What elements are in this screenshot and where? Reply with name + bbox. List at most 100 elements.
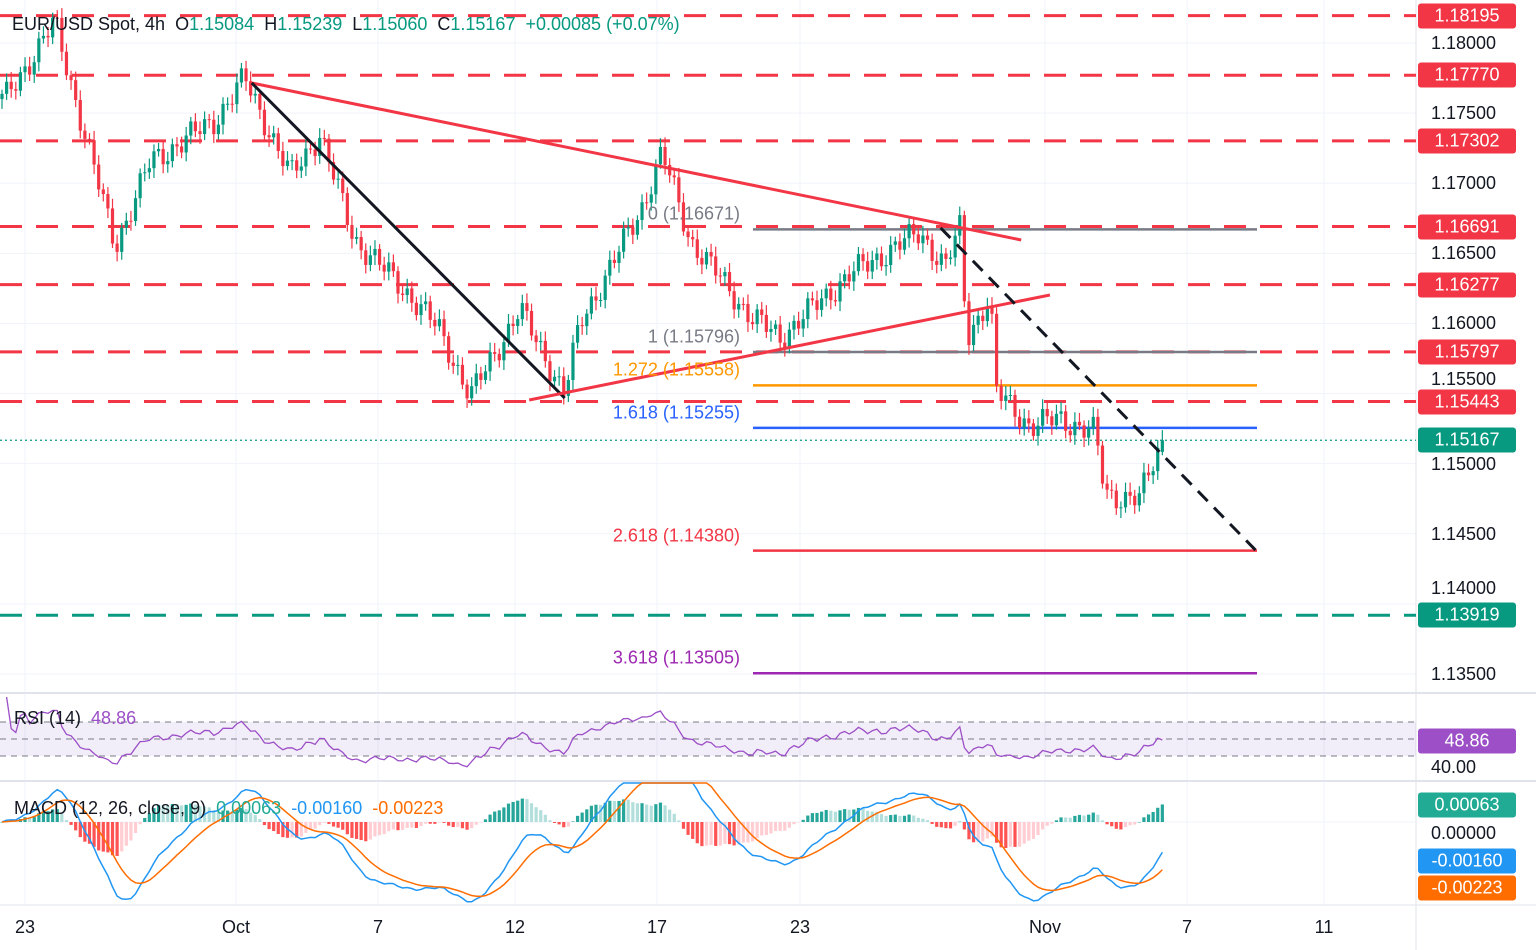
candle <box>760 301 764 324</box>
candle-body <box>64 51 69 76</box>
candle <box>405 278 409 304</box>
macd-histogram-bar <box>580 812 584 822</box>
macd-histogram-bar <box>741 822 745 843</box>
candle-body <box>161 149 165 165</box>
candle-body <box>529 310 534 336</box>
candle-body <box>852 271 856 282</box>
macd-histogram-bar <box>354 822 359 839</box>
macd-histogram-bar <box>502 807 506 822</box>
candle-body <box>28 66 32 75</box>
candle <box>272 125 276 145</box>
candle-body <box>1045 409 1049 417</box>
macd-histogram-bar <box>198 806 202 822</box>
candle-body <box>479 373 483 380</box>
macd-histogram-bar <box>189 803 193 822</box>
candle <box>1142 462 1146 504</box>
candle <box>354 227 359 245</box>
candle-body <box>46 35 50 38</box>
candle <box>14 81 18 100</box>
candle <box>769 320 773 342</box>
macd-histogram-bar <box>792 822 796 825</box>
price-axis-label: 1.18000 <box>1431 33 1497 53</box>
candle <box>870 250 874 279</box>
candle-body <box>189 121 193 136</box>
candle <box>990 297 994 324</box>
candle <box>1110 479 1114 499</box>
macd-histogram-bar <box>226 810 230 822</box>
macd-histogram-bar <box>695 822 699 844</box>
macd-histogram-bar <box>1091 812 1095 822</box>
candle-body <box>994 313 999 386</box>
candle <box>1137 486 1141 512</box>
candle-body <box>400 293 405 295</box>
macd-histogram-bar <box>419 822 423 827</box>
candle <box>529 303 534 341</box>
macd-histogram-bar <box>460 822 465 829</box>
candle <box>364 243 368 274</box>
time-axis-label: 12 <box>504 917 526 937</box>
macd-histogram-bar <box>1146 814 1151 822</box>
macd-axis-label: 0.00000 <box>1431 823 1497 843</box>
candle <box>612 250 617 269</box>
candle-body <box>1119 507 1123 509</box>
candle-body <box>437 319 442 327</box>
macd-histogram-bar <box>161 805 165 822</box>
macd-histogram-bar <box>221 810 225 822</box>
candle-body <box>1110 489 1114 491</box>
candle <box>41 26 46 44</box>
candle-body <box>622 228 626 252</box>
candle-body <box>534 335 538 343</box>
candle <box>1105 474 1109 499</box>
macd-histogram-bar <box>69 822 73 825</box>
candle <box>483 364 488 385</box>
macd-histogram-bar <box>336 822 340 828</box>
trendline-dashed <box>939 226 1257 552</box>
fib-level-label: 1.618 (1.15255) <box>612 402 740 423</box>
candle <box>755 304 759 334</box>
price-axis-label: 1.14000 <box>1431 578 1497 598</box>
candle-body <box>249 81 253 96</box>
candle <box>442 310 446 346</box>
fib-level-label: 0 (1.16671) <box>647 203 740 224</box>
candle <box>658 138 663 169</box>
macd-histogram-bar <box>345 822 349 835</box>
macd-histogram-bar <box>626 799 630 822</box>
candle <box>308 143 313 155</box>
candle-body <box>341 178 345 194</box>
candle <box>838 273 842 312</box>
macd-histogram-bar <box>230 811 234 822</box>
macd-histogram-bar <box>511 801 515 822</box>
candle <box>474 363 478 394</box>
macd-histogram-bar <box>364 822 368 842</box>
candle-body <box>843 274 847 282</box>
candle-body <box>787 329 791 348</box>
candle <box>230 94 234 113</box>
trendline-solid <box>250 81 566 400</box>
macd-histogram-bar <box>184 804 188 822</box>
macd-histogram-bar <box>124 822 128 846</box>
candle-body <box>677 177 681 203</box>
candle-body <box>1142 472 1146 494</box>
candle-body <box>893 241 897 245</box>
macd-histogram-bar <box>299 822 303 837</box>
candle-body <box>746 303 750 323</box>
candle-body <box>419 304 423 316</box>
fib-level-label: 1.272 (1.15558) <box>612 359 740 380</box>
candle-body <box>658 146 663 165</box>
macd-histogram-bar <box>608 800 612 822</box>
macd-histogram-bar <box>382 822 386 835</box>
macd-histogram-bar <box>437 822 442 823</box>
macd-histogram-bar <box>156 804 161 822</box>
macd-histogram-bar <box>1050 822 1054 824</box>
candle <box>1036 417 1040 446</box>
macd-histogram-bar <box>1054 820 1059 822</box>
macd-histogram-bar <box>635 803 640 822</box>
macd-histogram-bar <box>152 808 156 822</box>
candle-body <box>253 93 257 96</box>
candle-body <box>833 300 838 302</box>
candle <box>193 113 197 138</box>
candle-body <box>1013 395 1017 417</box>
macd-histogram-bar <box>1119 822 1123 830</box>
macd-histogram-bar <box>497 810 501 822</box>
